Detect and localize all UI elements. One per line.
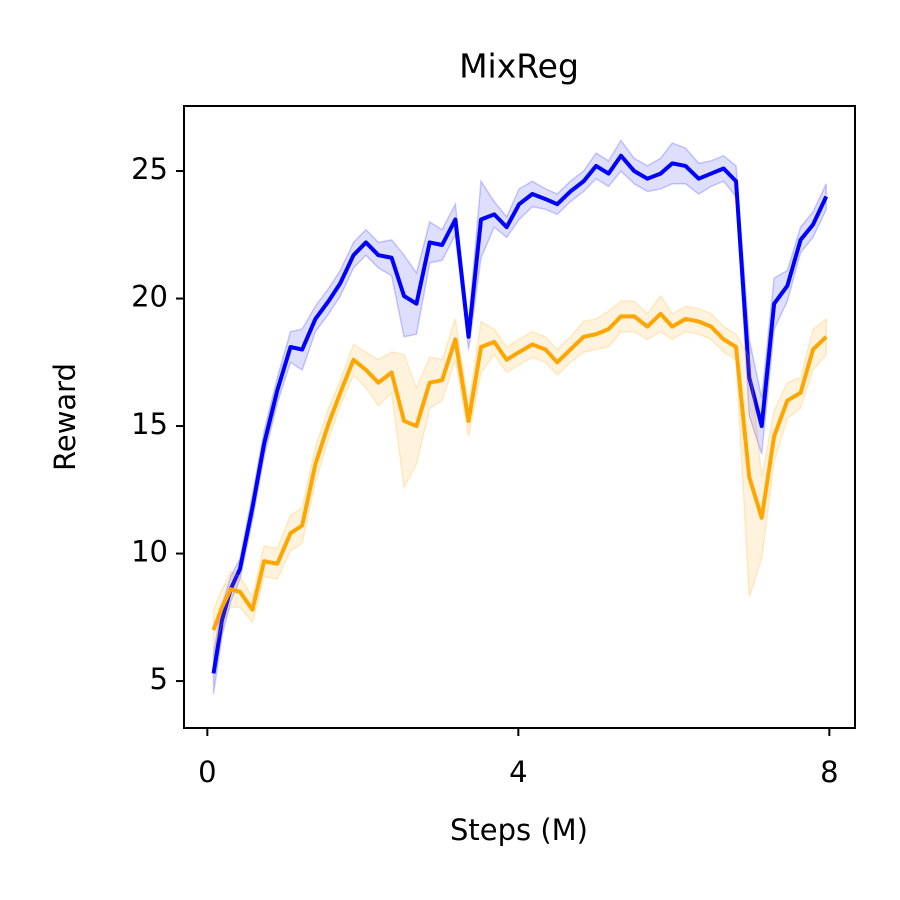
x-tick-label: 8	[820, 755, 838, 789]
error-band	[212, 139, 827, 694]
y-tick-label: 10	[131, 535, 168, 569]
plot-frame	[183, 105, 856, 729]
chart-title: MixReg	[459, 47, 579, 86]
y-axis-label: Reward	[48, 363, 82, 471]
line	[211, 311, 828, 631]
y-tick-label: 15	[131, 407, 168, 441]
x-axis-label: Steps (M)	[450, 813, 588, 847]
error-band	[212, 294, 827, 651]
y-tick-label: 5	[150, 662, 168, 696]
line	[211, 153, 829, 674]
y-tick-label: 25	[131, 152, 168, 186]
y-tick-label: 20	[131, 280, 168, 314]
x-tick-label: 4	[509, 755, 527, 789]
x-tick-label: 0	[198, 755, 216, 789]
